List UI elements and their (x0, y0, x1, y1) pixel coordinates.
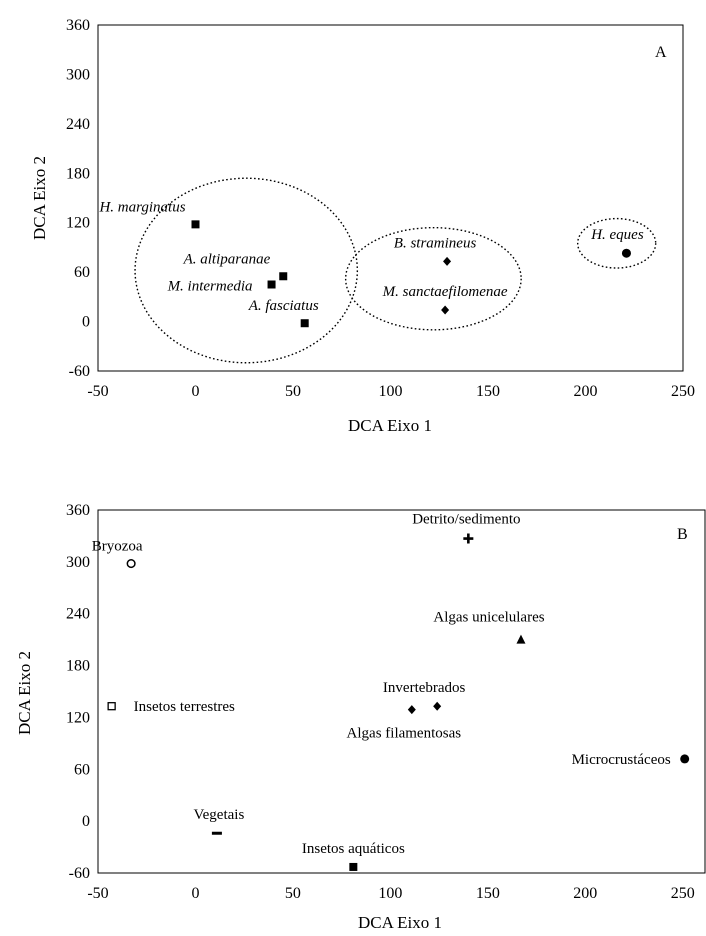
panel-a-x-tick-label: 250 (671, 383, 695, 400)
panel-b-x-tick-label: 250 (671, 885, 695, 902)
panel-b-point-insetos-terrestres (107, 702, 116, 711)
panel-a-x-tick-label: 0 (192, 383, 200, 400)
panel-b-point-vegetais (211, 831, 222, 835)
panel-a-x-tick-label: 50 (285, 383, 301, 400)
panel-b-points (107, 533, 690, 871)
panel-a-label-b-stramineus: B. stramineus (394, 235, 477, 251)
panel-a-xlabel: DCA Eixo 1 (348, 416, 432, 435)
panel-b-label-insetos-aquaticos: Insetos aquáticos (302, 841, 405, 857)
panel-a-label-a-altiparanae: A. altiparanae (183, 251, 271, 267)
panel-b-frame (97, 509, 706, 874)
panel-b-x-tick-label: 0 (191, 885, 199, 902)
panel-b-x-tick-label: -50 (87, 885, 108, 902)
panel-a-label-m-sanctaefilomenae: M. sanctaefilomenae (382, 284, 508, 300)
panel-a-x-tick-label: -50 (87, 383, 108, 400)
panel-a-group-ellipse-2 (344, 226, 522, 331)
panel-a-point-a-altiparanae (279, 272, 288, 281)
panel-a-label-h-eques: H. eques (590, 227, 644, 243)
panel-b-x-tick-label: 150 (476, 885, 500, 902)
panel-b-label-detrito-sedimento: Detrito/sedimento (412, 512, 520, 528)
panel-b-point-insetos-aquaticos (349, 862, 358, 871)
panel-a-point-m-sanctaefilomenae (441, 305, 450, 315)
panel-a-point-h-eques (621, 248, 631, 258)
panel-a-point-labels: H. marginatus A. altiparanae M. intermedia… (98, 199, 643, 314)
panel-b-label-algas-unicelulares: Algas unicelulares (433, 610, 544, 626)
panel-b-y-tick-label: -60 (69, 865, 90, 882)
panel-a-group-ellipse-1 (134, 177, 359, 364)
panel-a-y-tick-label: 360 (66, 17, 90, 34)
panel-a-x-tick-label: 100 (379, 383, 403, 400)
panel-a-y-tick-label: 120 (66, 215, 90, 232)
panel-b-label-algas-filamentosas: Algas filamentosas (347, 726, 462, 742)
panel-a-point-a-fasciatus (300, 319, 309, 328)
panel-b-letter: B (677, 526, 688, 543)
panel-b-point-labels: Detrito/sedimento Bryozoa Algas unicelular… (92, 512, 671, 857)
panel-b: -50 0 50 100 150 200 250 -60 0 60 120 180 240 300 360… (15, 502, 706, 932)
panel-b-label-microcrustaceos: Microcrustáceos (572, 752, 671, 768)
panel-b-y-ticks: -60 0 60 120 180 240 300 360 (66, 502, 90, 882)
panel-a-group-ellipses (134, 177, 657, 364)
panel-b-ylabel: DCA Eixo 2 (15, 651, 34, 735)
panel-b-y-tick-label: 0 (82, 813, 90, 830)
panel-b-y-tick-label: 180 (66, 658, 90, 675)
panel-b-label-invertebrados: Invertebrados (383, 680, 466, 696)
panel-b-x-tick-label: 50 (285, 885, 301, 902)
panel-a-points (191, 220, 631, 328)
panel-a-x-tick-label: 150 (476, 383, 500, 400)
panel-a-frame (97, 24, 684, 372)
panel-a-group-ellipse-3 (577, 217, 657, 269)
panel-b-y-tick-label: 300 (66, 554, 90, 571)
panel-a: -50 0 50 100 150 200 250 -60 0 60 120 180 240 300 360… (30, 17, 695, 435)
panel-b-x-ticks: -50 0 50 100 150 200 250 (87, 885, 694, 902)
panel-b-label-insetos-terrestres: Insetos terrestres (134, 699, 235, 715)
panel-a-y-tick-label: 60 (74, 264, 90, 281)
panel-b-point-algas-unicelulares (516, 634, 526, 644)
panel-a-label-m-intermedia: M. intermedia (167, 279, 253, 295)
panel-b-x-tick-label: 100 (378, 885, 402, 902)
panel-b-y-tick-label: 120 (66, 709, 90, 726)
panel-a-y-tick-label: 0 (82, 314, 90, 331)
panel-a-y-ticks: -60 0 60 120 180 240 300 360 (66, 17, 90, 380)
panel-a-ylabel: DCA Eixo 2 (30, 156, 49, 240)
panel-b-point-microcrustaceos (680, 754, 690, 764)
panel-b-y-tick-label: 360 (66, 502, 90, 519)
panel-a-y-tick-label: 240 (66, 116, 90, 133)
panel-b-y-tick-label: 60 (74, 761, 90, 778)
panel-a-y-tick-label: -60 (69, 363, 90, 380)
panel-b-point-invertebrados (433, 701, 442, 711)
panel-a-label-h-marginatus: H. marginatus (98, 199, 185, 215)
panel-b-point-detrito-sedimento (463, 533, 474, 544)
panel-b-x-tick-label: 200 (573, 885, 597, 902)
panel-a-letter: A (655, 44, 667, 61)
panel-a-x-tick-label: 200 (574, 383, 598, 400)
panel-b-point-bryozoa (126, 559, 136, 569)
panel-a-point-h-marginatus (191, 220, 200, 229)
panel-a-point-b-stramineus (443, 256, 452, 266)
panel-a-y-tick-label: 300 (66, 66, 90, 83)
panel-b-y-tick-label: 240 (66, 606, 90, 623)
panel-b-point-algas-filamentosas (407, 705, 416, 715)
panel-a-point-m-intermedia (267, 280, 276, 289)
panel-b-label-vegetais: Vegetais (193, 807, 244, 823)
panel-a-label-a-fasciatus: A. fasciatus (248, 298, 319, 314)
panel-a-y-tick-label: 180 (66, 165, 90, 182)
panel-a-x-ticks: -50 0 50 100 150 200 250 (87, 383, 695, 400)
panel-b-xlabel: DCA Eixo 1 (358, 913, 442, 932)
panel-b-label-bryozoa: Bryozoa (92, 539, 143, 555)
